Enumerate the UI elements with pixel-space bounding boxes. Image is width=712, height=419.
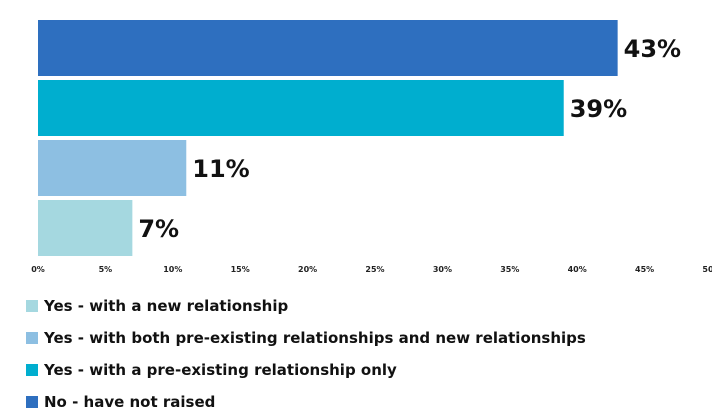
legend-item-not-raised: No - have not raised <box>26 386 586 418</box>
legend-item-both-relationships: Yes - with both pre-existing relationshi… <box>26 322 586 354</box>
legend-swatch <box>26 364 38 376</box>
legend-label: No - have not raised <box>44 393 216 411</box>
x-tick-label: 15% <box>231 265 250 274</box>
x-tick-label: 10% <box>163 265 182 274</box>
x-tick-label: 30% <box>433 265 452 274</box>
legend-swatch <box>26 300 38 312</box>
legend-label: Yes - with both pre-existing relationshi… <box>44 329 586 347</box>
x-tick-label: 0% <box>31 265 45 274</box>
x-tick-label: 25% <box>365 265 384 274</box>
legend-swatch <box>26 396 38 408</box>
legend-swatch <box>26 332 38 344</box>
x-tick-label: 45% <box>635 265 654 274</box>
bar-chart: 43% 39% 11% 7% 0% 5% 10% 15% 20% 25% 30% 35% 40% 45% 5… <box>31 20 712 274</box>
legend-label: Yes - with a pre-existing relationship o… <box>44 361 397 379</box>
x-tick-label: 35% <box>500 265 519 274</box>
x-tick-label: 40% <box>568 265 587 274</box>
bar-value-label: 43% <box>624 35 681 63</box>
x-tick-label: 50% <box>702 265 712 274</box>
x-tick-label: 5% <box>99 265 113 274</box>
bar-value-label: 39% <box>570 95 627 123</box>
x-tick-label: 20% <box>298 265 317 274</box>
bar <box>38 20 618 76</box>
legend-label: Yes - with a new relationship <box>44 297 289 315</box>
bar <box>38 80 564 136</box>
legend-item-pre-existing-only: Yes - with a pre-existing relationship o… <box>26 354 586 386</box>
bar-value-label: 7% <box>138 215 179 243</box>
legend-item-new-relationship: Yes - with a new relationship <box>26 290 586 322</box>
bar <box>38 200 133 256</box>
bar <box>38 140 187 196</box>
bar-value-label: 11% <box>192 155 249 183</box>
chart-legend: Yes - with a new relationship Yes - with… <box>26 290 586 418</box>
